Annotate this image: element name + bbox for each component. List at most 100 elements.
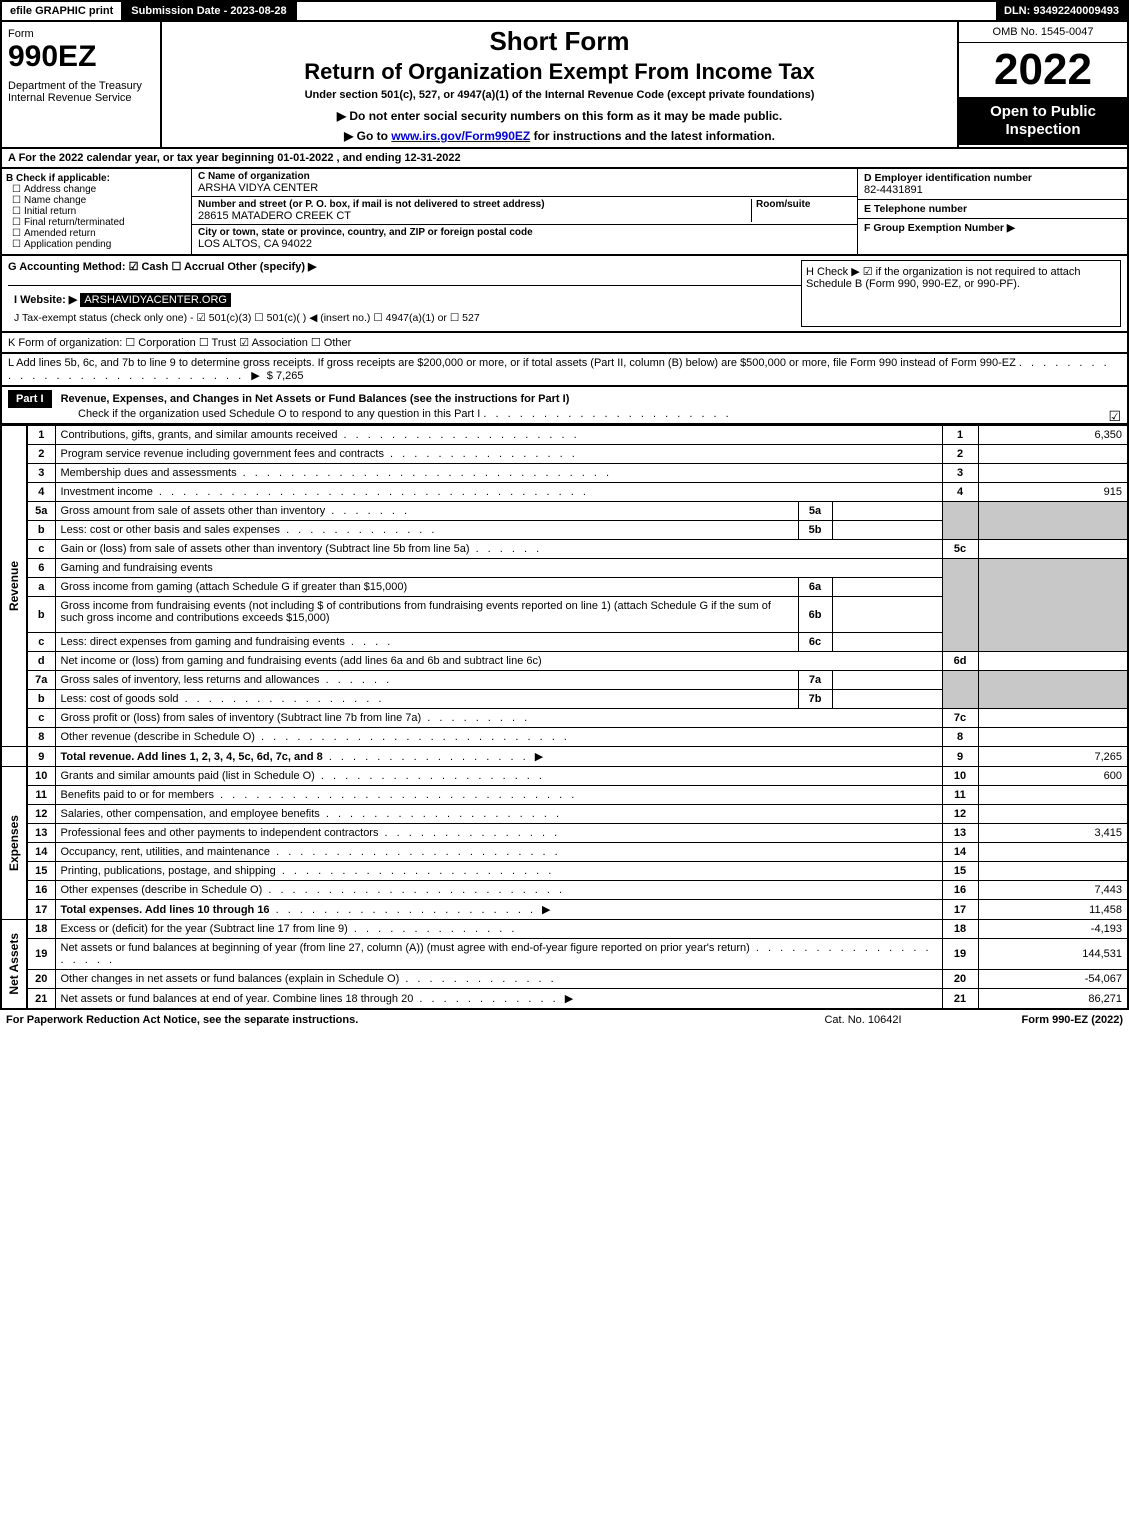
line-21-rn: 21 [942,989,978,1010]
line-12-val [978,805,1128,824]
line-16-rn: 16 [942,881,978,900]
org-name: ARSHA VIDYA CENTER [198,182,851,194]
check-name-change[interactable]: Name change [12,195,187,206]
subtitle-ssn: ▶ Do not enter social security numbers o… [168,109,951,123]
expenses-label: Expenses [7,815,21,871]
arrow-icon [536,904,550,916]
header-left: Form 990EZ Department of the Treasury In… [2,22,162,147]
topbar: efile GRAPHIC print Submission Date - 20… [0,0,1129,22]
footer: For Paperwork Reduction Act Notice, see … [0,1010,1129,1030]
title-return: Return of Organization Exempt From Incom… [168,59,951,85]
line-17-rn: 17 [942,900,978,920]
schedule-o-check [1108,408,1121,425]
irs-link[interactable]: www.irs.gov/Form990EZ [391,129,530,143]
line-8-rn: 8 [942,728,978,747]
line-L-amount: $ 7,265 [267,370,304,382]
ln-5b: b [27,521,55,540]
part-I-header: Part I Revenue, Expenses, and Changes in… [0,387,1129,425]
line-19-rn: 19 [942,939,978,970]
ln-6d: d [27,652,55,671]
line-9-desc: Total revenue. Add lines 1, 2, 3, 4, 5c,… [61,751,323,763]
line-7c-rn: 7c [942,709,978,728]
line-20-rn: 20 [942,970,978,989]
ln-5c: c [27,540,55,559]
ln-2: 2 [27,445,55,464]
line-11-desc: Benefits paid to or for members [61,789,214,801]
line-6d-val [978,652,1128,671]
tax-year: 2022 [959,43,1127,97]
line-6c-desc: Less: direct expenses from gaming and fu… [61,636,345,648]
line-16-desc: Other expenses (describe in Schedule O) [61,884,263,896]
line-6b-mn: 6b [798,597,832,633]
dln: DLN: 93492240009493 [996,2,1127,20]
ln-21: 21 [27,989,55,1010]
ln-5a: 5a [27,502,55,521]
ln-12: 12 [27,805,55,824]
line-15-rn: 15 [942,862,978,881]
part-I-table: Revenue 1 Contributions, gifts, grants, … [0,425,1129,1010]
line-5c-desc: Gain or (loss) from sale of assets other… [61,543,470,555]
street-label: Number and street (or P. O. box, if mail… [198,199,751,210]
open-public-inspection: Open to Public Inspection [959,97,1127,145]
section-GHI: G Accounting Method: ☑ Cash ☐ Accrual Ot… [0,256,1129,333]
org-name-label: C Name of organization [198,171,851,182]
revenue-label: Revenue [7,561,21,611]
ln-1: 1 [27,426,55,445]
line-8-desc: Other revenue (describe in Schedule O) [61,731,255,743]
line-5a-mn: 5a [798,502,832,521]
line-3-rn: 3 [942,464,978,483]
check-amended-return[interactable]: Amended return [12,228,187,239]
line-6a-mv [832,578,942,597]
line-7a-mv [832,671,942,690]
header-mid: Short Form Return of Organization Exempt… [162,22,957,147]
line-2-rn: 2 [942,445,978,464]
footer-catno: Cat. No. 10642I [783,1014,943,1026]
line-14-desc: Occupancy, rent, utilities, and maintena… [61,846,271,858]
line-18-desc: Excess or (deficit) for the year (Subtra… [61,923,348,935]
ln-7c: c [27,709,55,728]
line-5c-rn: 5c [942,540,978,559]
ln-6c: c [27,633,55,652]
netassets-label: Net Assets [7,933,21,995]
check-application-pending[interactable]: Application pending [12,239,187,250]
line-13-desc: Professional fees and other payments to … [61,827,379,839]
ein: 82-4431891 [864,184,1121,196]
ln-11: 11 [27,786,55,805]
website-value: ARSHAVIDYACENTER.ORG [80,293,231,307]
line-2-val [978,445,1128,464]
line-3-desc: Membership dues and assessments [61,467,237,479]
check-address-change[interactable]: Address change [12,184,187,195]
check-initial-return[interactable]: Initial return [12,206,187,217]
line-5b-desc: Less: cost or other basis and sales expe… [61,524,281,536]
part-I-check-text: Check if the organization used Schedule … [78,408,480,420]
website-label: I Website: ▶ [14,294,77,306]
line-6b-desc: Gross income from fundraising events (no… [55,597,798,633]
line-21-desc: Net assets or fund balances at end of ye… [61,993,414,1005]
line-7c-desc: Gross profit or (loss) from sales of inv… [61,712,422,724]
omb-number: OMB No. 1545-0047 [959,22,1127,43]
footer-form: Form 990-EZ (2022) [943,1014,1123,1026]
check-final-return[interactable]: Final return/terminated [12,217,187,228]
line-15-desc: Printing, publications, postage, and shi… [61,865,276,877]
efile-label: efile GRAPHIC print [2,2,123,20]
line-4-rn: 4 [942,483,978,502]
dept-treasury: Department of the Treasury Internal Reve… [8,80,154,104]
ln-20: 20 [27,970,55,989]
ln-6b: b [27,597,55,633]
line-12-rn: 12 [942,805,978,824]
ln-14: 14 [27,843,55,862]
arrow-icon [247,370,263,382]
line-A: A For the 2022 calendar year, or tax yea… [0,149,1129,169]
line-20-desc: Other changes in net assets or fund bala… [61,973,400,985]
line-1-val: 6,350 [978,426,1128,445]
line-9-val: 7,265 [978,747,1128,767]
room-label: Room/suite [756,199,851,210]
line-20-val: -54,067 [978,970,1128,989]
line-19-desc: Net assets or fund balances at beginning… [61,942,750,954]
line-7b-desc: Less: cost of goods sold [61,693,179,705]
group-exemption-label: F Group Exemption Number ▶ [864,222,1121,234]
ln-7a: 7a [27,671,55,690]
dots: . . . . . . . . . . . . . . . . . . . . … [483,408,731,420]
line-6b-mv [832,597,942,633]
line-6c-mv [832,633,942,652]
